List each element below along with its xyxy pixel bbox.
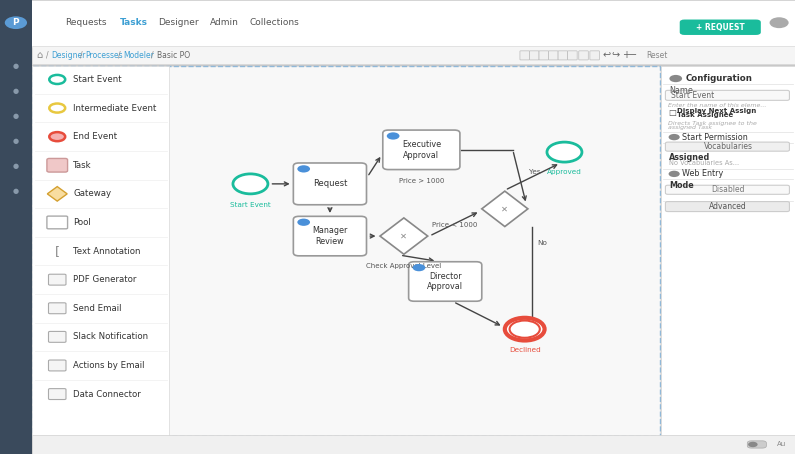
Circle shape [413, 264, 425, 271]
Text: Actions by Email: Actions by Email [73, 361, 145, 370]
Polygon shape [380, 218, 428, 254]
FancyBboxPatch shape [32, 46, 795, 64]
Text: + REQUEST: + REQUEST [696, 23, 745, 32]
Text: Intermediate Event: Intermediate Event [73, 104, 157, 113]
Text: /: / [80, 51, 84, 60]
FancyBboxPatch shape [293, 163, 366, 205]
FancyBboxPatch shape [520, 51, 529, 60]
Text: Task: Task [73, 161, 91, 170]
FancyBboxPatch shape [549, 51, 558, 60]
FancyBboxPatch shape [0, 0, 795, 48]
Text: No: No [537, 240, 547, 246]
Text: −: − [629, 50, 637, 60]
Text: No Vocabularies As...: No Vocabularies As... [669, 160, 739, 167]
Text: Start Event: Start Event [671, 91, 714, 100]
Text: Admin: Admin [210, 18, 238, 27]
Text: Collections: Collections [250, 18, 299, 27]
FancyBboxPatch shape [665, 185, 789, 194]
Text: assigned Task: assigned Task [668, 124, 712, 130]
Text: Pool: Pool [73, 218, 91, 227]
FancyBboxPatch shape [32, 66, 169, 436]
Text: /: / [151, 51, 153, 60]
Text: Reset: Reset [646, 51, 668, 60]
Text: Vocabularies: Vocabularies [704, 142, 753, 151]
FancyBboxPatch shape [48, 303, 66, 314]
Circle shape [770, 17, 789, 28]
Text: +: + [622, 50, 630, 60]
Text: Yes: Yes [529, 168, 541, 175]
FancyBboxPatch shape [48, 274, 66, 285]
Text: Configuration: Configuration [685, 74, 752, 83]
Text: Executive
Approval: Executive Approval [401, 140, 441, 159]
Text: Declined: Declined [509, 347, 541, 353]
FancyBboxPatch shape [661, 66, 795, 436]
Text: ●: ● [13, 63, 19, 69]
FancyBboxPatch shape [665, 142, 789, 151]
Text: Price > 1000: Price > 1000 [398, 178, 444, 184]
FancyBboxPatch shape [747, 441, 766, 448]
Text: Tasks: Tasks [119, 18, 148, 27]
FancyBboxPatch shape [48, 360, 66, 371]
Circle shape [547, 142, 582, 162]
Text: Data Connector: Data Connector [73, 390, 141, 399]
FancyBboxPatch shape [47, 216, 68, 229]
Text: /: / [46, 51, 51, 60]
FancyBboxPatch shape [409, 262, 482, 301]
Circle shape [297, 165, 310, 173]
Text: □: □ [668, 108, 676, 117]
FancyBboxPatch shape [48, 389, 66, 400]
FancyBboxPatch shape [665, 202, 789, 212]
Polygon shape [482, 191, 528, 227]
Text: ●: ● [13, 188, 19, 194]
Circle shape [748, 442, 758, 447]
Text: Start Permission: Start Permission [682, 133, 748, 142]
Circle shape [49, 104, 65, 113]
Text: Basic PO: Basic PO [157, 51, 190, 60]
FancyBboxPatch shape [590, 51, 599, 60]
Text: [: [ [55, 245, 60, 257]
Text: Task Assignee: Task Assignee [677, 112, 734, 118]
Text: ●: ● [13, 138, 19, 144]
FancyBboxPatch shape [665, 90, 789, 100]
Text: ✕: ✕ [502, 204, 508, 213]
Text: ↩: ↩ [603, 50, 611, 60]
FancyBboxPatch shape [579, 51, 588, 60]
Circle shape [386, 133, 400, 140]
FancyBboxPatch shape [0, 0, 32, 454]
Text: Designer: Designer [158, 18, 200, 27]
Text: Requests: Requests [65, 18, 107, 27]
Circle shape [669, 75, 682, 82]
Circle shape [49, 132, 65, 141]
FancyBboxPatch shape [568, 51, 577, 60]
Text: Disabled: Disabled [712, 185, 745, 194]
Text: Start Event: Start Event [230, 202, 271, 208]
Circle shape [505, 318, 545, 340]
Text: Display Next Assign: Display Next Assign [677, 108, 757, 114]
Circle shape [233, 174, 268, 194]
Text: Start Event: Start Event [73, 75, 122, 84]
Text: Check Approval Level: Check Approval Level [366, 263, 441, 269]
Text: Mode: Mode [669, 181, 694, 190]
FancyBboxPatch shape [32, 435, 795, 454]
Text: /: / [118, 51, 120, 60]
FancyBboxPatch shape [48, 331, 66, 342]
Circle shape [669, 134, 680, 140]
Text: Send Email: Send Email [73, 304, 122, 313]
Text: Director
Approval: Director Approval [427, 272, 463, 291]
Text: Directs Task assignee to the: Directs Task assignee to the [668, 121, 757, 126]
Text: Processes: Processes [85, 51, 122, 60]
Circle shape [669, 171, 680, 177]
Text: ●: ● [13, 113, 19, 119]
Text: Designer: Designer [52, 51, 86, 60]
Circle shape [510, 321, 540, 338]
FancyBboxPatch shape [32, 66, 660, 436]
Text: ✕: ✕ [401, 232, 407, 241]
Text: Approved: Approved [547, 169, 582, 175]
Text: ⌂: ⌂ [37, 50, 43, 60]
Text: Advanced: Advanced [709, 202, 747, 211]
Text: Text Annotation: Text Annotation [73, 247, 141, 256]
Text: P: P [13, 18, 19, 27]
FancyBboxPatch shape [539, 51, 549, 60]
Text: Enter the name of this eleme...: Enter the name of this eleme... [668, 103, 766, 108]
